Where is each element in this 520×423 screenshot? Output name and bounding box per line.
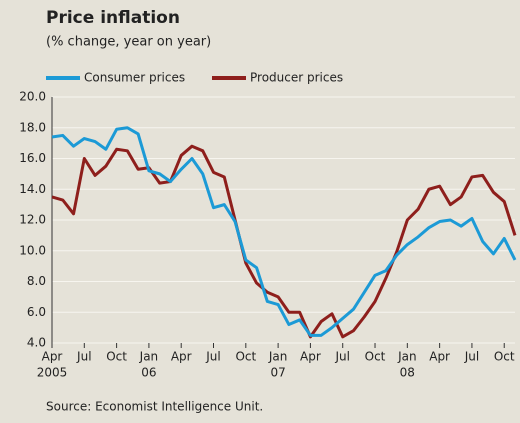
x-tick-label: Apr: [171, 350, 192, 364]
y-tick-label: 4.0: [27, 336, 46, 350]
y-tick-label: 14.0: [19, 182, 46, 196]
legend-label: Consumer prices: [84, 71, 185, 85]
x-tick-label: Apr: [429, 350, 450, 364]
y-tick-label: 16.0: [19, 151, 46, 165]
y-tick-label: 10.0: [19, 243, 46, 257]
x-tick-label: Jul: [76, 350, 91, 364]
x-year-label: 07: [270, 366, 285, 380]
y-tick-label: 20.0: [19, 90, 46, 104]
legend-label: Producer prices: [250, 71, 343, 85]
x-tick-label: Jul: [205, 350, 220, 364]
x-tick-label: Jan: [268, 350, 288, 364]
x-year-label: 08: [400, 366, 415, 380]
x-tick-label: Jul: [464, 350, 479, 364]
x-tick-label: Oct: [235, 350, 256, 364]
y-tick-label: 6.0: [27, 305, 46, 319]
x-tick-label: Apr: [300, 350, 321, 364]
y-tick-label: 12.0: [19, 213, 46, 227]
x-tick-label: Apr: [42, 350, 63, 364]
x-tick-label: Jan: [397, 350, 417, 364]
source-note: Source: Economist Intelligence Unit.: [46, 400, 263, 414]
x-tick-label: Jan: [139, 350, 159, 364]
x-tick-label: Oct: [106, 350, 127, 364]
y-tick-label: 8.0: [27, 274, 46, 288]
chart-subtitle: (% change, year on year): [46, 35, 211, 50]
chart-title: Price inflation: [46, 8, 180, 28]
series-line: [51, 144, 517, 339]
x-year-label: 2005: [37, 366, 68, 380]
x-tick-label: Jul: [334, 350, 349, 364]
x-tick-label: Oct: [365, 350, 386, 364]
y-tick-label: 18.0: [19, 120, 46, 134]
series-line: [51, 126, 517, 337]
x-year-label: 06: [141, 366, 156, 380]
x-tick-label: Oct: [494, 350, 515, 364]
